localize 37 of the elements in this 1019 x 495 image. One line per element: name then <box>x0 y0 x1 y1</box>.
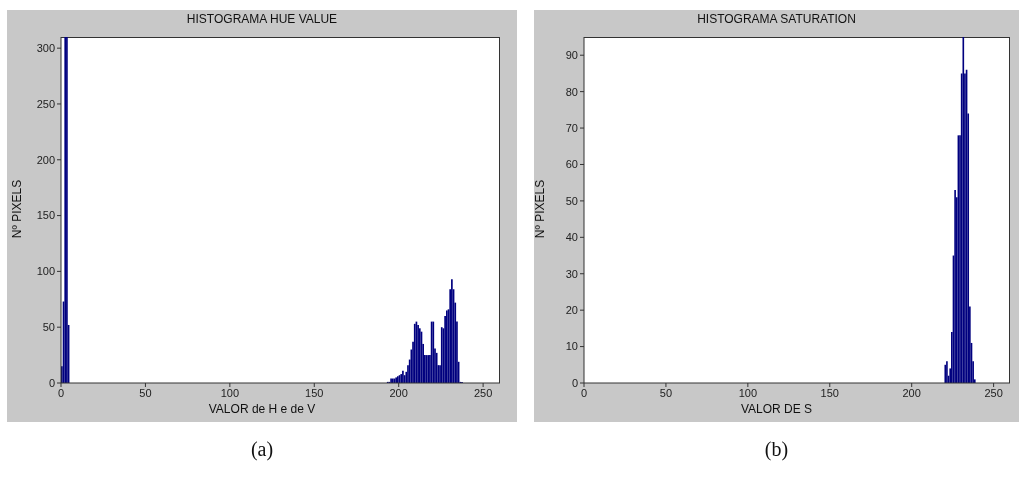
y-axis-title: Nº PIXELS <box>10 178 24 241</box>
x-tick-label: 250 <box>473 386 493 399</box>
chart-title: HISTOGRAMA HUE VALUE <box>185 12 339 26</box>
x-axis-title: VALOR de H e de V <box>207 402 317 416</box>
x-tick-label: 150 <box>820 386 839 399</box>
y-tick-label: 50 <box>42 321 55 334</box>
y-tick-label: 0 <box>48 376 55 389</box>
y-tick-label: 250 <box>36 97 55 110</box>
x-tick-label: 50 <box>139 386 152 399</box>
y-tick-label: 80 <box>565 85 578 98</box>
chart-title: HISTOGRAMA SATURATION <box>696 12 857 26</box>
y-tick-label: 40 <box>565 231 578 244</box>
y-axis-title: Nº PIXELS <box>533 178 547 241</box>
x-axis-title: VALOR DE S <box>739 402 814 416</box>
y-tick-label: 150 <box>36 209 55 222</box>
y-tick-label: 200 <box>36 153 55 166</box>
y-tick-label: 20 <box>565 304 578 317</box>
x-tick-label: 100 <box>220 386 240 399</box>
x-tick-label: 0 <box>580 386 588 399</box>
text: (b) <box>763 438 790 461</box>
x-tick-label: 50 <box>659 386 673 399</box>
y-tick-label: 10 <box>565 340 578 353</box>
x-tick-label: 200 <box>389 386 408 399</box>
y-tick-label: 0 <box>571 376 578 389</box>
x-tick-label: 150 <box>305 386 324 399</box>
x-tick-label: 250 <box>984 386 1003 399</box>
y-tick-label: 30 <box>565 267 578 280</box>
x-tick-label: 100 <box>738 386 758 399</box>
y-tick-label: 100 <box>36 265 55 278</box>
y-tick-label: 60 <box>565 158 578 171</box>
y-tick-label: 90 <box>565 49 578 62</box>
y-tick-label: 50 <box>565 194 578 207</box>
text: (a) <box>249 438 275 461</box>
y-tick-label: 300 <box>36 42 55 55</box>
x-tick-label: 200 <box>902 386 921 399</box>
x-tick-label: 0 <box>57 386 65 399</box>
y-tick-label: 70 <box>565 121 578 134</box>
